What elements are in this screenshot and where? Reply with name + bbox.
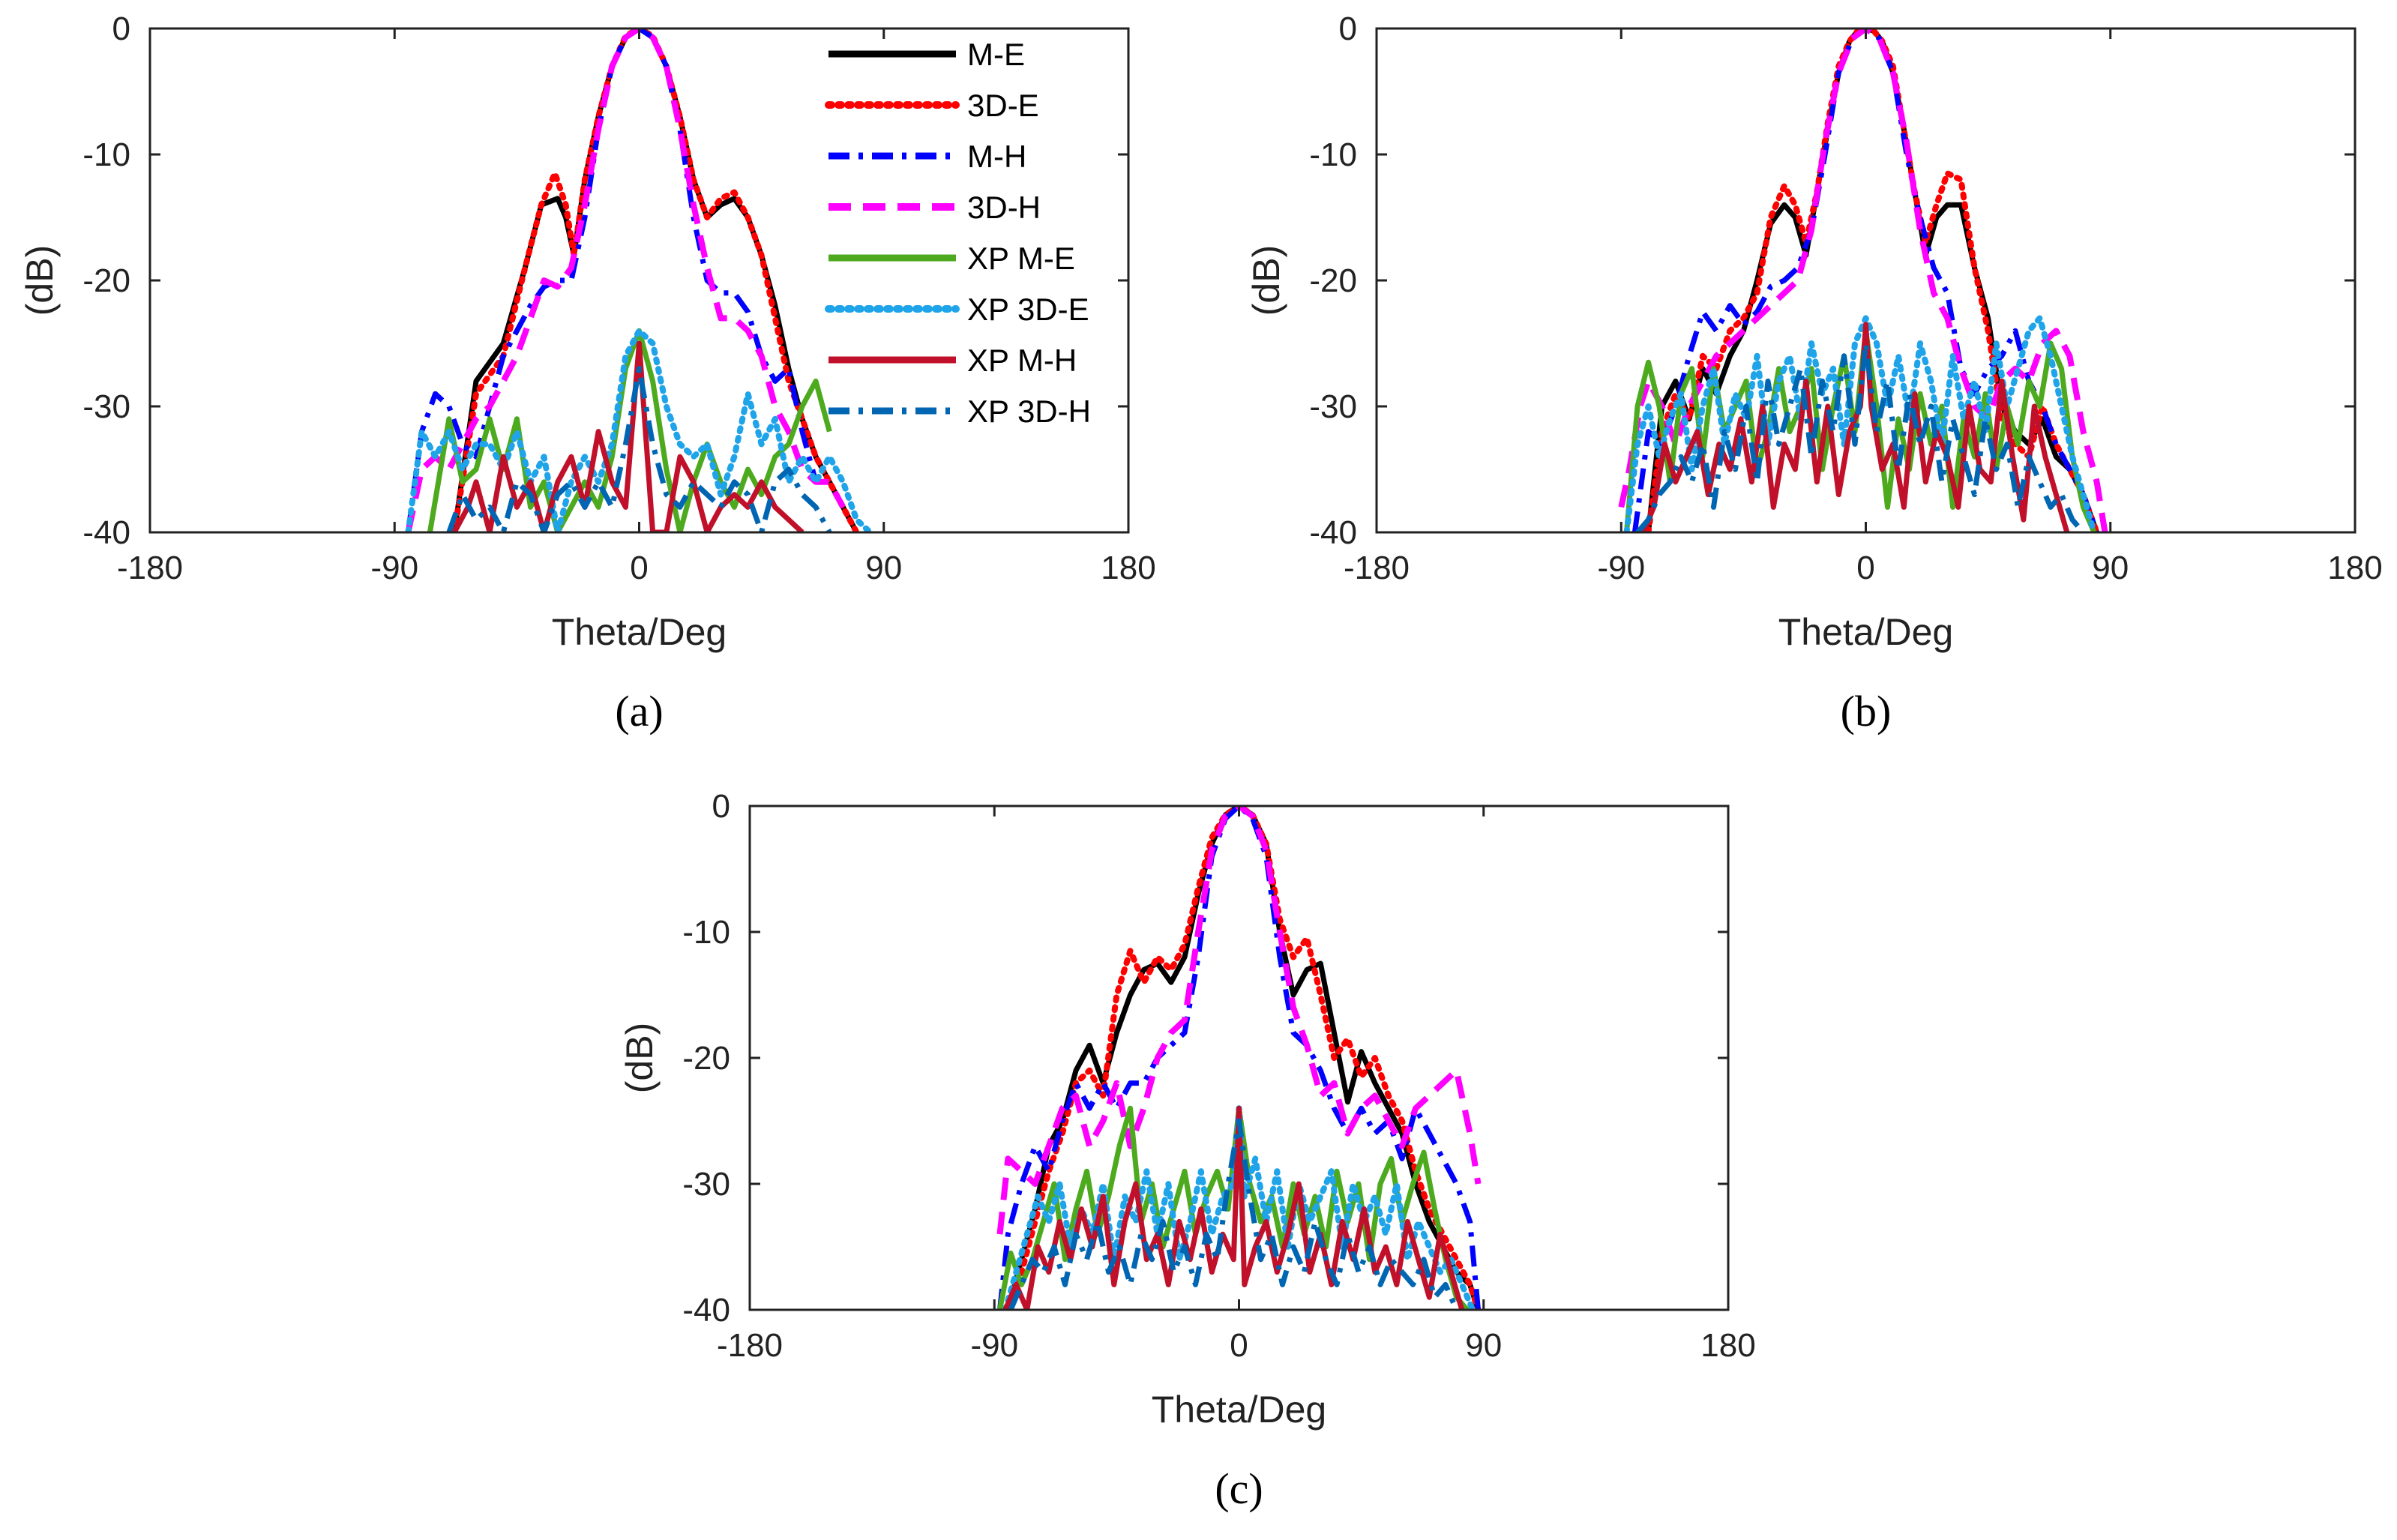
x-axis-title: Theta/Deg (1152, 1389, 1326, 1431)
y-axis-title: (dB) (1245, 245, 1287, 316)
x-axis-title: Theta/Deg (1778, 611, 1953, 653)
x-tick-label: 180 (1101, 550, 1155, 586)
x-tick-label: -180 (117, 550, 183, 586)
x-tick-label: -90 (1597, 550, 1645, 586)
x-tick-label: -180 (717, 1327, 783, 1364)
y-tick-label: -10 (682, 914, 730, 951)
y-axis-title: (dB) (619, 1023, 661, 1093)
x-tick-label: 90 (865, 550, 902, 586)
series-line-xp-3d-e (1623, 315, 2097, 532)
series-line-xp-m-h (1002, 1105, 1465, 1310)
x-tick-label: 0 (1856, 550, 1874, 586)
x-tick-label: -90 (370, 550, 418, 586)
y-tick-label: -10 (1309, 136, 1357, 173)
panel-label: (a) (615, 687, 663, 736)
x-tick-label: 180 (1700, 1327, 1755, 1364)
x-tick-label: 90 (1465, 1327, 1502, 1364)
series-line-3d-h (1618, 28, 2108, 532)
x-tick-label: -180 (1344, 550, 1410, 586)
legend: M-E 3D-E M-H 3D-H XP M-E XP 3D-E XP M-H XP 3D-H (825, 37, 1091, 429)
x-tick-label: 180 (2327, 550, 2382, 586)
y-tick-label: 0 (712, 788, 730, 825)
series-group (1618, 28, 2108, 532)
x-tick-label: -90 (970, 1327, 1018, 1364)
y-tick-label: -40 (682, 1292, 730, 1329)
y-tick-label: 0 (112, 10, 130, 47)
legend-label: XP 3D-E (967, 292, 1089, 327)
legend-label: 3D-H (967, 190, 1041, 225)
x-tick-label: 0 (630, 550, 648, 586)
y-tick-label: -30 (682, 1166, 730, 1203)
y-tick-label: -10 (82, 136, 130, 173)
y-tick-label: 0 (1339, 10, 1357, 47)
series-line-m-h (1631, 28, 2099, 532)
y-tick-label: -40 (1309, 514, 1357, 551)
panel-label: (c) (1215, 1464, 1263, 1513)
y-tick-label: -30 (1309, 388, 1357, 425)
legend-label: M-H (967, 139, 1026, 174)
y-tick-label: -40 (82, 514, 130, 551)
series-line-xp-3d-h (1008, 1118, 1459, 1310)
y-axis-title: (dB) (19, 245, 61, 316)
series-line-xp-m-h (451, 340, 804, 532)
x-axis-title: Theta/Deg (552, 611, 727, 653)
series-line-3d-h (405, 28, 846, 532)
panel-label: (b) (1841, 687, 1892, 736)
series-line-xp-3d-h (1635, 340, 2086, 532)
series-line-m-h (997, 806, 1481, 1310)
x-tick-label: 0 (1230, 1327, 1248, 1364)
series-line-xp-3d-h (446, 366, 832, 532)
y-tick-label: -20 (82, 262, 130, 299)
y-tick-label: -30 (82, 388, 130, 425)
y-tick-label: -20 (682, 1040, 730, 1077)
y-tick-label: -20 (1309, 262, 1357, 299)
series-line-m-h (405, 28, 819, 532)
legend-label: XP 3D-H (967, 394, 1091, 429)
legend-label: XP M-H (967, 343, 1077, 378)
chart-panel-c: -180 -90 0 90 180 0 -10 -20 -30 -40 Theta/Deg (dB) (… (619, 788, 1756, 1513)
legend-label: 3D-E (967, 88, 1039, 123)
chart-panel-a: -180 -90 0 90 180 0 -10 -20 -30 -40 Theta/Deg (dB) (… (19, 10, 1156, 736)
series-group (405, 28, 873, 532)
series-line-3d-h (996, 806, 1482, 1235)
legend-label: M-E (967, 37, 1025, 72)
legend-label: XP M-E (967, 241, 1075, 276)
x-tick-label: 90 (2092, 550, 2129, 586)
chart-panel-b: -180 -90 0 90 180 0 -10 -20 -30 -40 Theta/Deg (dB) (… (1245, 10, 2383, 736)
series-group (996, 806, 1482, 1310)
